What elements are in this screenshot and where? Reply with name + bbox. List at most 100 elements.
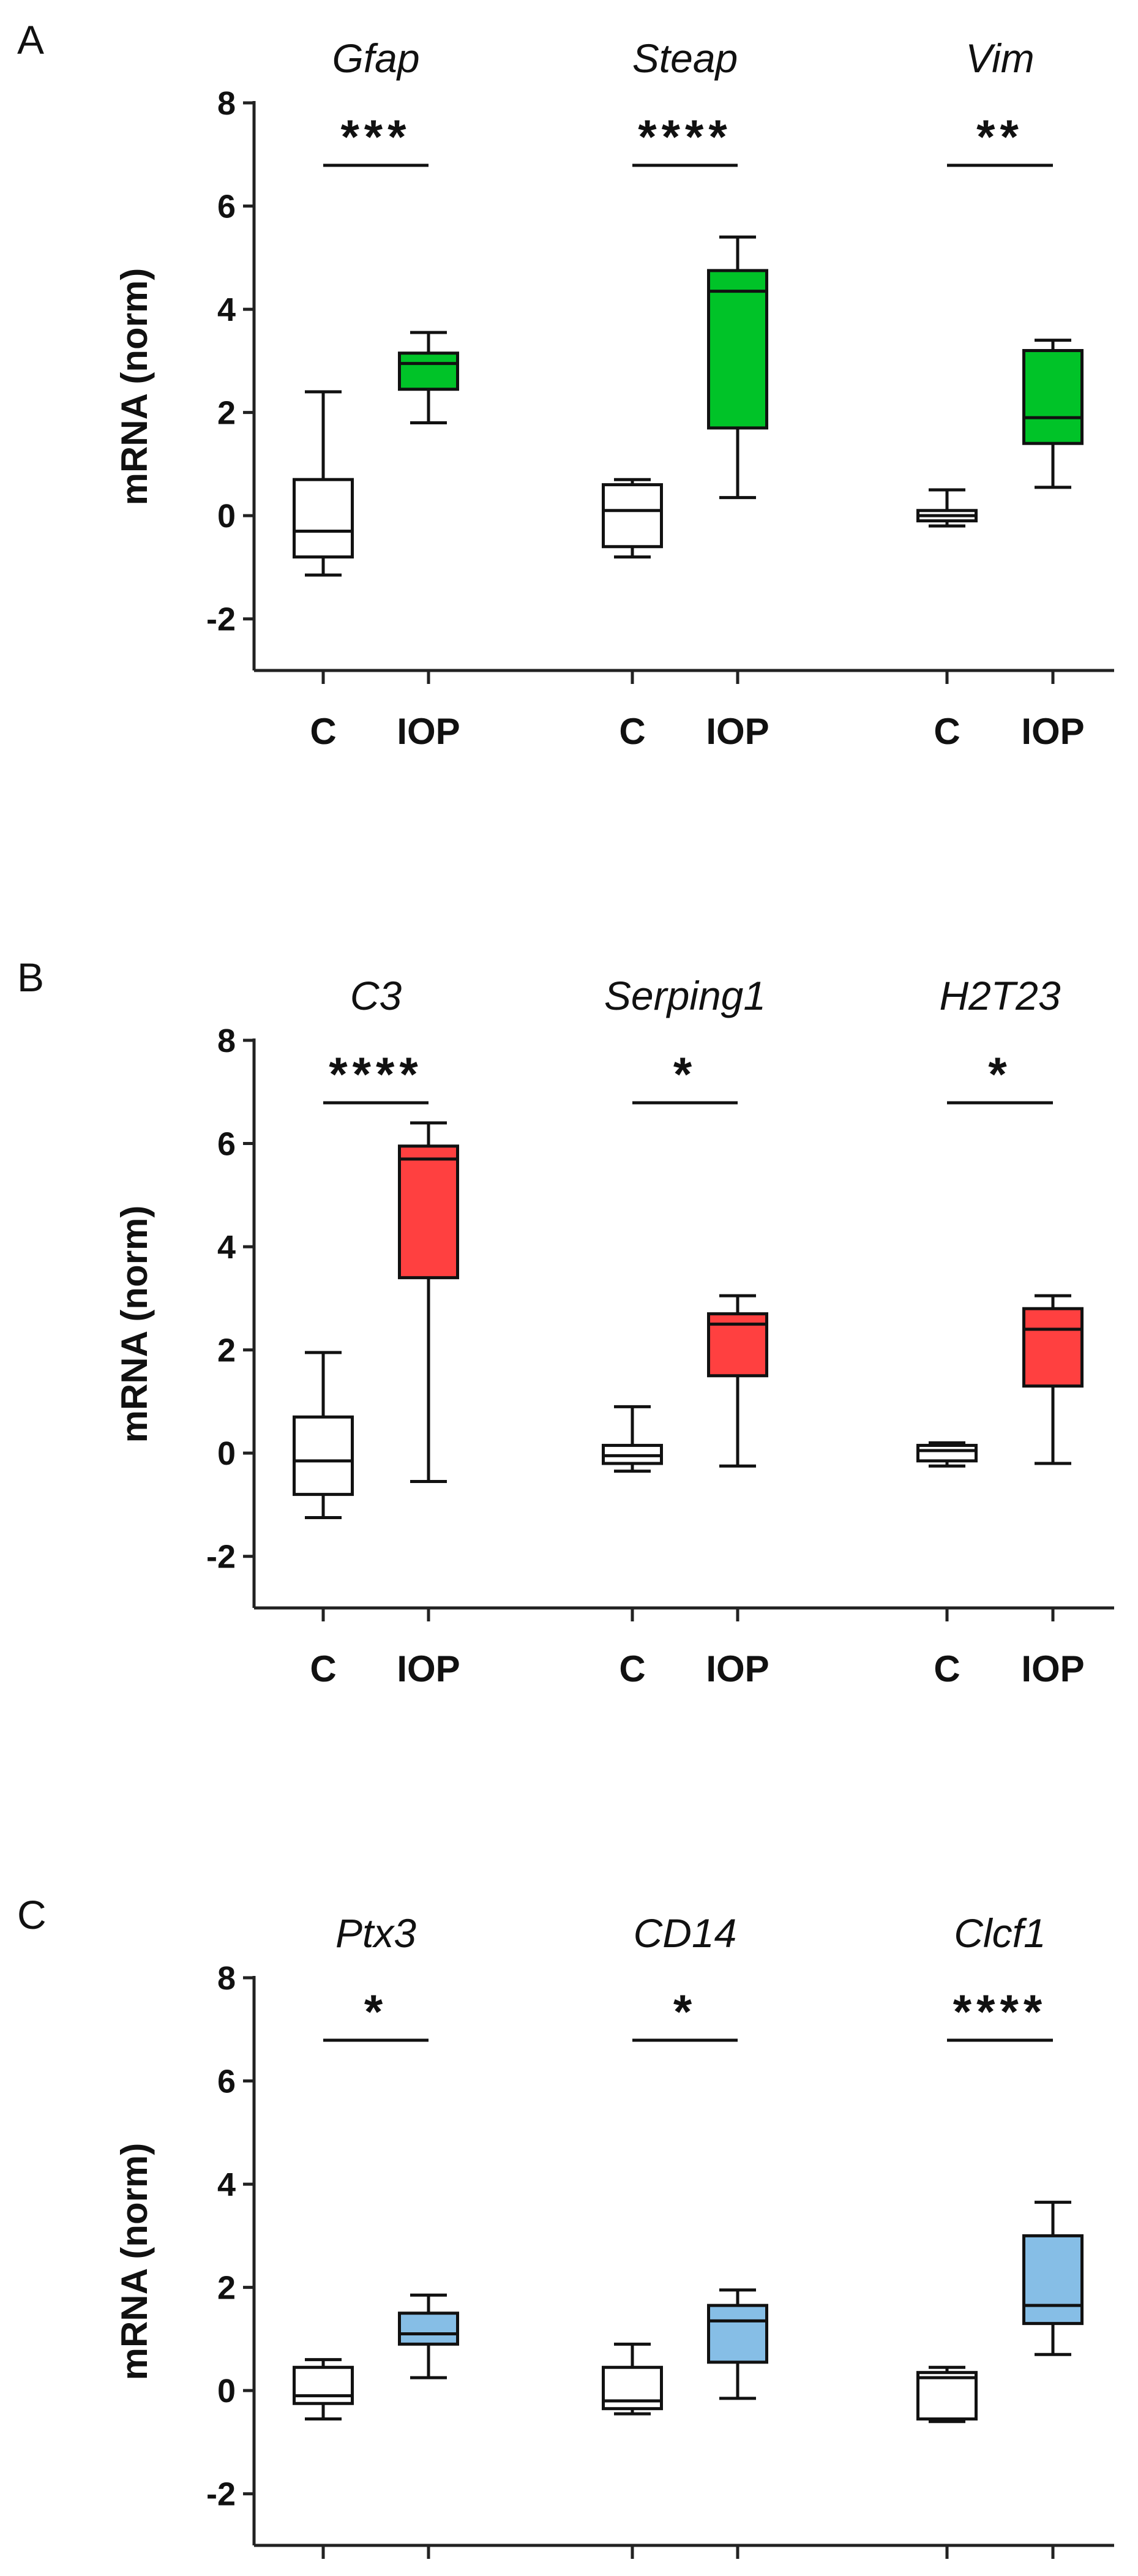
box-iqr	[707, 269, 768, 430]
box-iqr	[293, 478, 354, 559]
box-iqr	[602, 2365, 663, 2411]
x-category-label: C	[619, 711, 645, 752]
panel-letter: B	[17, 955, 44, 1000]
significance-stars: *	[988, 1047, 1011, 1101]
significance-stars: ****	[638, 110, 732, 163]
y-tick-label: -2	[206, 1539, 236, 1575]
box-iqr	[398, 2311, 459, 2346]
box-iqr	[1022, 1307, 1084, 1388]
box-iqr	[1022, 349, 1084, 445]
box-iop: IOP	[397, 1121, 460, 1689]
y-tick-label: 0	[217, 2373, 236, 2409]
box-iqr	[602, 483, 663, 549]
box-iqr	[916, 1444, 978, 1463]
gene-title: Serping1	[604, 973, 766, 1018]
panel-letter: C	[17, 1892, 47, 1937]
y-tick-label: 8	[217, 85, 236, 122]
x-category-label: C	[934, 711, 960, 752]
box-iop: IOP	[706, 1294, 769, 1689]
significance-stars: ****	[953, 1985, 1047, 2038]
gene-title: Gfap	[332, 36, 419, 81]
box-iqr	[1022, 2234, 1084, 2326]
box-iop: IOP	[1021, 1294, 1085, 1689]
y-tick-label: 4	[217, 1229, 236, 1266]
chart-panel-b: B 8 6 4 2 0 -2 mRNA (norm) C3 **** C IOP Serping1 * C I…	[17, 955, 1114, 1689]
y-tick-label: 4	[217, 291, 236, 328]
box-c: C	[916, 488, 978, 752]
box-c: C	[293, 2358, 354, 2559]
y-tick-label: -2	[206, 2476, 236, 2513]
box-c: C	[916, 2365, 978, 2559]
significance-stars: ***	[340, 110, 411, 163]
gene-title: Ptx3	[335, 1910, 416, 1956]
significance-stars: *	[364, 1985, 387, 2038]
y-tick-label: 8	[217, 1960, 236, 1997]
box-c: C	[916, 1441, 978, 1689]
gene-group-ptx3: Ptx3 * C IOP	[293, 1910, 459, 2559]
y-tick-label: -2	[206, 601, 236, 638]
gene-group-c3: C3 **** C IOP	[293, 973, 460, 1689]
gene-group-steap: Steap **** C IOP	[602, 36, 769, 752]
y-axis-label: mRNA (norm)	[114, 268, 155, 506]
box-iqr	[293, 1415, 354, 1496]
gene-title: CD14	[634, 1910, 737, 1956]
box-iop: IOP	[706, 235, 769, 752]
gene-title: Vim	[965, 36, 1034, 81]
significance-stars: *	[673, 1047, 697, 1101]
y-tick-label: 6	[217, 189, 236, 225]
x-category-label: IOP	[706, 1648, 769, 1689]
x-category-label: C	[310, 1648, 336, 1689]
x-category-label: IOP	[1021, 1648, 1084, 1689]
box-c: C	[293, 1351, 354, 1689]
y-tick-label: 4	[217, 2166, 236, 2203]
y-tick-label: 0	[217, 498, 236, 535]
y-axis-label: mRNA (norm)	[114, 2143, 155, 2381]
box-iop: IOP	[398, 2293, 459, 2559]
box-c: C	[293, 390, 354, 752]
y-tick-label: 6	[217, 2063, 236, 2100]
box-c: C	[602, 2342, 663, 2559]
x-category-label: C	[934, 1648, 960, 1689]
gene-group-cd14: CD14 * C IOP	[602, 1910, 768, 2559]
box-iop: IOP	[1022, 2201, 1084, 2559]
x-category-label: IOP	[706, 711, 769, 752]
box-iqr	[916, 2371, 978, 2421]
significance-stars: **	[976, 110, 1024, 163]
gene-group-h2t23: H2T23 * C IOP	[916, 973, 1085, 1689]
y-tick-label: 8	[217, 1023, 236, 1059]
gene-title: Steap	[632, 36, 738, 81]
y-tick-label: 0	[217, 1435, 236, 1472]
box-iop: IOP	[707, 2288, 768, 2559]
box-c: C	[602, 1405, 663, 1689]
gene-group-gfap: Gfap *** C IOP	[293, 36, 460, 752]
y-tick-label: 2	[217, 395, 236, 432]
gene-group-vim: Vim ** C IOP	[916, 36, 1085, 752]
y-tick-label: 2	[217, 2270, 236, 2307]
panel-letter: A	[17, 17, 44, 62]
y-tick-label: 6	[217, 1126, 236, 1163]
gene-title: H2T23	[939, 973, 1060, 1018]
gene-title: Clcf1	[954, 1910, 1046, 1956]
box-iop: IOP	[1021, 339, 1085, 752]
y-tick-label: 2	[217, 1332, 236, 1369]
box-c: C	[602, 478, 663, 752]
box-iqr	[293, 2365, 354, 2405]
x-category-label: IOP	[1021, 711, 1084, 752]
x-category-label: C	[619, 1648, 645, 1689]
y-axis-label: mRNA (norm)	[114, 1206, 155, 1443]
box-iqr	[398, 1144, 459, 1280]
x-category-label: IOP	[397, 1648, 460, 1689]
gene-title: C3	[350, 973, 402, 1018]
box-iqr	[707, 2304, 768, 2364]
significance-stars: *	[673, 1985, 697, 2038]
box-iop: IOP	[397, 331, 460, 752]
chart-panel-a: A 8 6 4 2 0 -2 mRNA (norm) Gfap *** C IOP Steap **** C…	[17, 17, 1114, 752]
box-iqr	[398, 351, 459, 391]
x-category-label: IOP	[397, 711, 460, 752]
gene-group-serping1: Serping1 * C IOP	[602, 973, 769, 1689]
x-category-label: C	[310, 711, 336, 752]
significance-stars: ****	[329, 1047, 422, 1101]
gene-group-clcf1: Clcf1 **** C IOP	[916, 1910, 1084, 2559]
